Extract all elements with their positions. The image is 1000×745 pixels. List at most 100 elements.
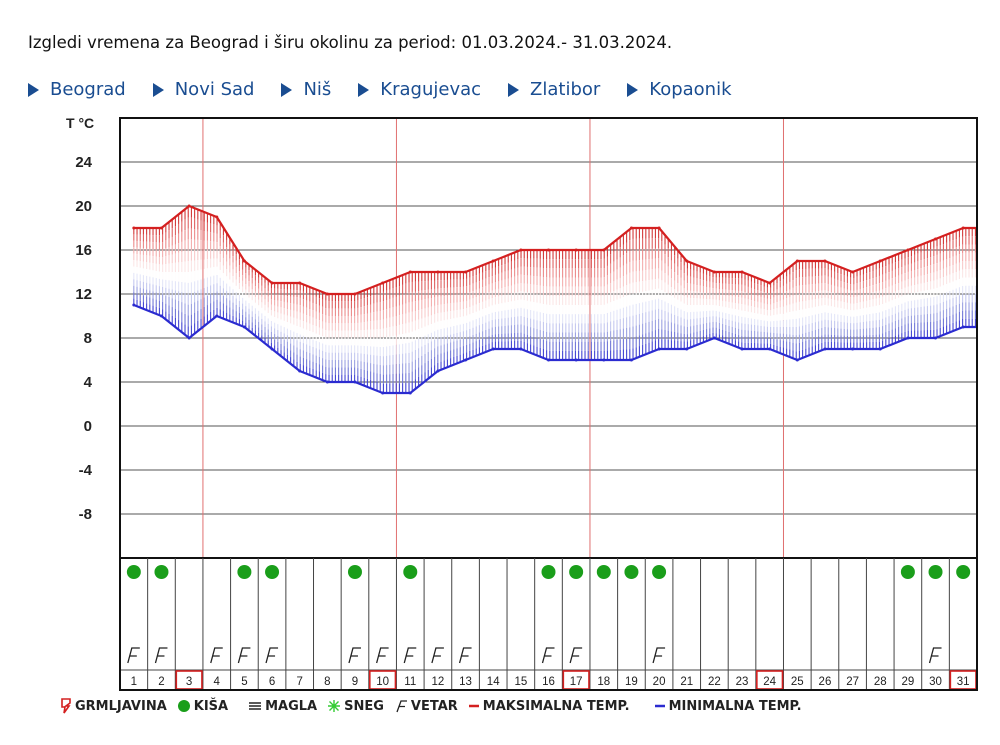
y-tick-label: 4: [84, 374, 93, 391]
min-temp-point: [906, 336, 910, 340]
x-tick-label: 22: [708, 676, 721, 688]
arrow-right-icon: [152, 82, 164, 97]
arrow-right-icon: [358, 82, 370, 97]
x-tick-label: 4: [214, 676, 221, 688]
max-temp-point: [657, 226, 661, 230]
min-temp-point: [325, 380, 329, 384]
min-temp-line: [133, 303, 977, 395]
x-tick-label: 9: [352, 676, 358, 688]
max-temp-point: [408, 270, 412, 274]
nav-link-novi-sad[interactable]: Novi Sad: [152, 79, 255, 100]
wind-icon: [237, 647, 251, 664]
wind-icon: [348, 647, 361, 664]
nav-link-zlatibor[interactable]: Zlatibor: [508, 79, 600, 100]
nav-link-beograd[interactable]: Beograd: [28, 79, 126, 100]
rain-icon: [652, 565, 667, 579]
x-tick-label: 27: [846, 676, 859, 688]
min-temp-point: [685, 347, 689, 351]
min-temp-point: [298, 369, 302, 373]
temperature-range-hatch: [133, 206, 976, 393]
wind-icon: [210, 647, 223, 664]
x-tick-label: 3: [186, 676, 192, 688]
rain-icon: [237, 565, 252, 579]
nav-link-label: Kopaonik: [649, 79, 732, 100]
x-tick-label: 8: [324, 676, 330, 688]
plot-background: [120, 118, 977, 690]
rain-icon: [569, 565, 584, 579]
wind-icon: [127, 647, 140, 664]
legend-fog: MAGLA: [248, 699, 317, 714]
thunder-icon: [60, 698, 72, 714]
wind-icon: [376, 647, 389, 664]
arrow-right-icon: [28, 82, 39, 97]
x-tick-label: 16: [542, 676, 555, 688]
nav-link-label: Novi Sad: [174, 79, 255, 100]
x-tick-label: 28: [874, 676, 887, 688]
x-tick-label: 6: [269, 676, 275, 688]
min-temp-point: [270, 347, 274, 351]
max-temp-point: [712, 270, 716, 274]
max-temp-point: [629, 226, 633, 230]
min-temp-point: [132, 303, 136, 307]
arrow-right-icon: [508, 82, 520, 97]
legend-max-temp: MAKSIMALNA TEMP.: [468, 699, 630, 714]
max-temp-point: [740, 270, 744, 274]
max-temp-point: [685, 259, 689, 263]
x-tick-label: 13: [459, 676, 472, 688]
max-temp-point: [602, 248, 606, 252]
nav-link-kopaonik[interactable]: Kopaonik: [627, 79, 732, 100]
y-tick-label: 12: [75, 286, 92, 303]
plot-frame: [119, 117, 978, 691]
max-temp-point: [353, 292, 357, 296]
min-temp-point: [602, 358, 606, 362]
max-temp-point: [795, 259, 799, 263]
max-line-icon: [468, 701, 480, 711]
x-tick-label: 15: [514, 676, 527, 688]
wind-icon: [569, 647, 583, 664]
rain-icon: [265, 565, 280, 579]
y-tick-label: 20: [75, 198, 92, 215]
min-temp-point: [961, 325, 965, 329]
y-tick-label: 16: [75, 242, 92, 259]
max-temp-point: [242, 259, 246, 263]
min-temp-point: [629, 358, 633, 362]
legend-snow: SNEG: [327, 699, 384, 714]
wind-icon: [541, 647, 555, 664]
x-tick-label: 2: [158, 676, 164, 688]
x-tick-label: 20: [653, 676, 666, 688]
wind-icon: [154, 647, 168, 664]
x-tick-label: 11: [404, 676, 416, 688]
wind-icon: [403, 647, 417, 664]
x-tick-label: 21: [680, 676, 693, 688]
min-temp-point: [878, 347, 882, 351]
x-tick-label: 19: [625, 676, 638, 688]
max-temp-point: [381, 281, 385, 285]
rain-dot-icon: [177, 699, 191, 713]
rain-icon: [126, 565, 141, 579]
max-temp-point: [934, 237, 938, 241]
nav-link-label: Beograd: [50, 79, 126, 100]
min-temp-point: [768, 347, 772, 351]
snowflake-icon: [327, 699, 341, 713]
max-temp-point: [574, 248, 578, 252]
nav-link-nis[interactable]: Niš: [281, 79, 331, 100]
max-temp-point: [851, 270, 855, 274]
max-temp-point: [547, 248, 550, 252]
min-temp-point: [436, 369, 440, 373]
min-temp-point: [187, 336, 191, 340]
arrow-right-icon: [627, 82, 639, 97]
max-temp-point: [878, 259, 882, 263]
nav-link-kragujevac[interactable]: Kragujevac: [358, 79, 481, 100]
max-temp-point: [270, 281, 274, 285]
x-tick-label: 12: [432, 676, 445, 688]
min-temp-point: [823, 347, 827, 351]
max-temp-point: [298, 281, 302, 285]
max-temp-point: [159, 226, 163, 230]
rain-icon: [154, 565, 169, 579]
nav-link-label: Niš: [303, 79, 332, 100]
rain-icon: [596, 565, 611, 579]
x-tick-label: 30: [929, 676, 942, 688]
max-temp-point: [906, 248, 910, 252]
x-tick-label: 31: [957, 676, 970, 688]
city-nav: Beograd Novi Sad Niš Kragujevac Zlatibor…: [28, 79, 759, 100]
